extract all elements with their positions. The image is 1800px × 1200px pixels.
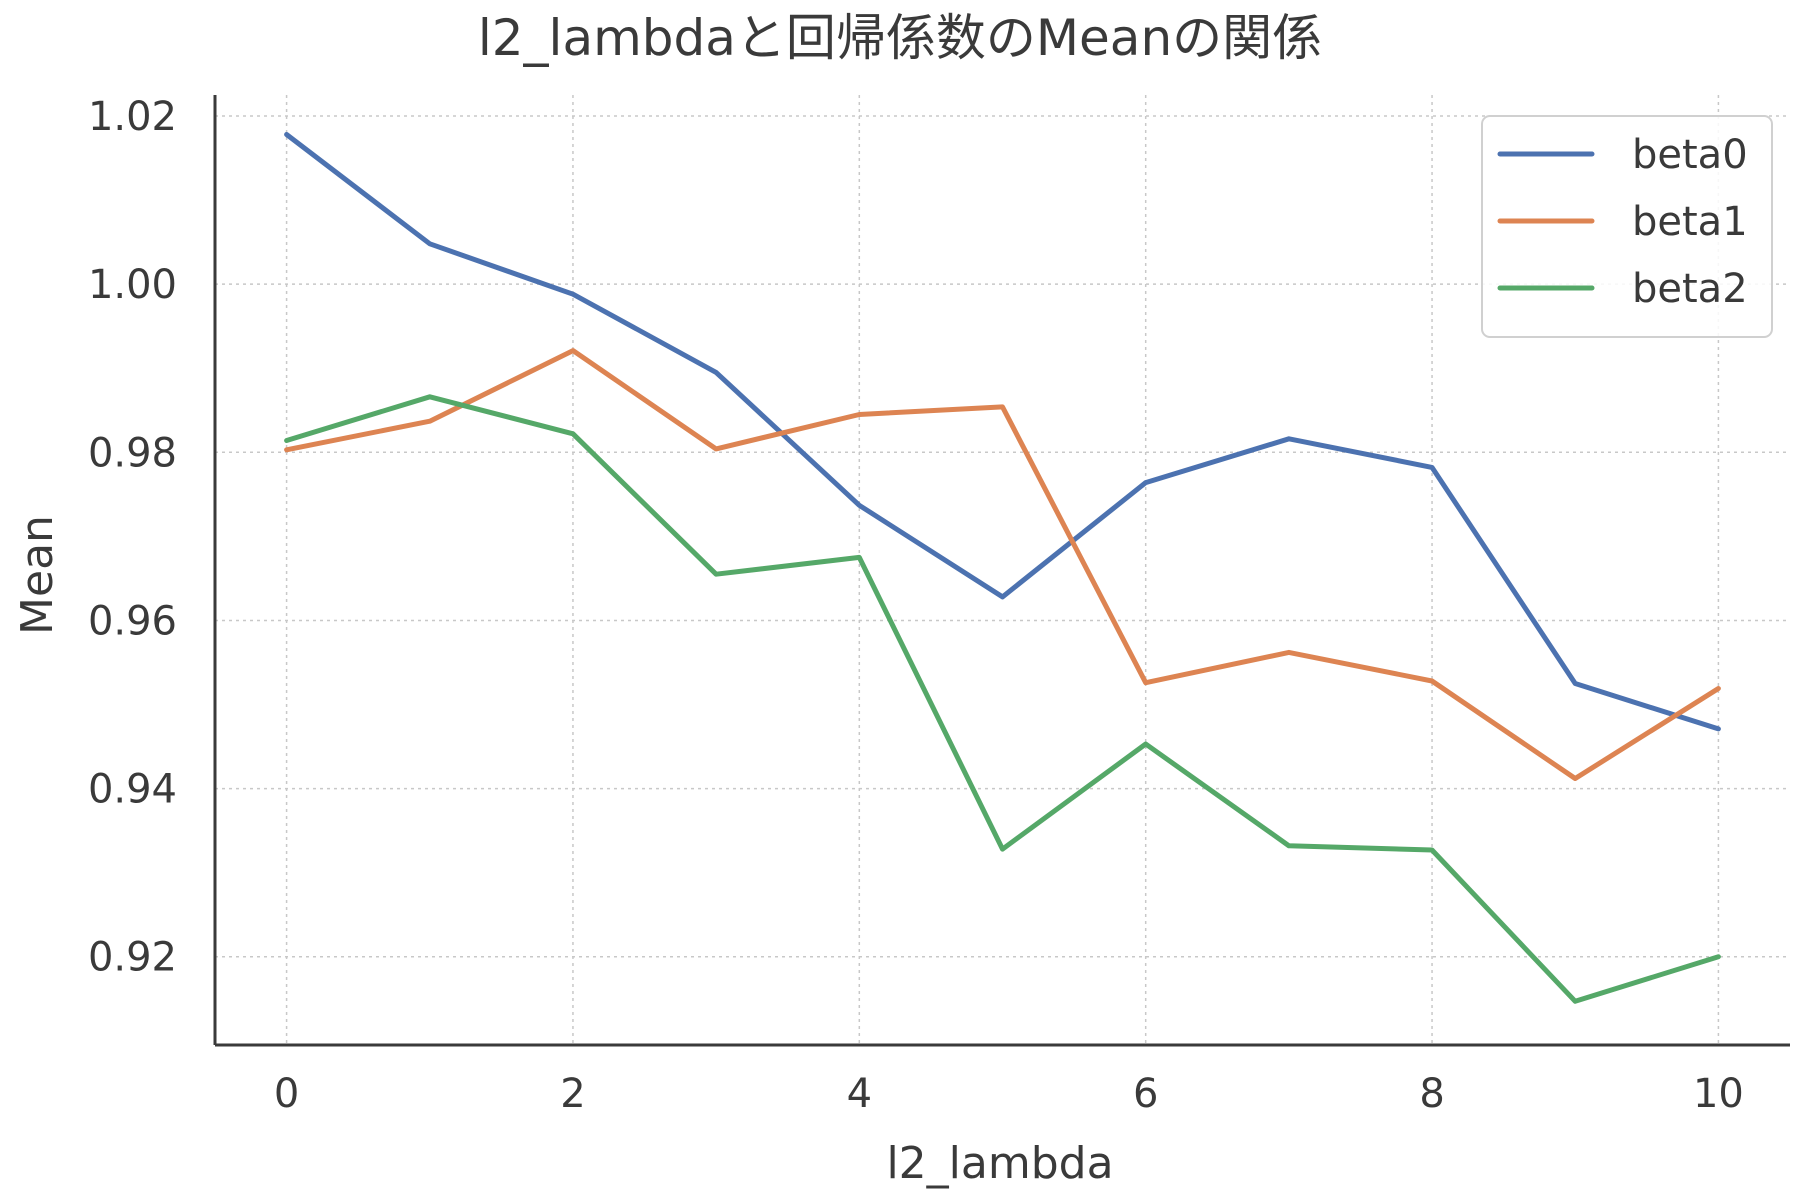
- x-axis-label: l2_lambda: [886, 1138, 1113, 1189]
- y-tick-label: 0.94: [88, 767, 177, 813]
- series-line-beta2: [284, 394, 1721, 1004]
- x-tick-label: 4: [847, 1071, 872, 1117]
- x-tick-label: 10: [1693, 1071, 1744, 1117]
- y-axis-ticks: 0.92 0.94 0.96 0.98 1.00 1.02: [88, 94, 177, 981]
- x-tick-label: 6: [1133, 1071, 1158, 1117]
- legend: beta0 beta1 beta2: [1481, 115, 1773, 338]
- legend-box: [1481, 115, 1773, 338]
- legend-label-beta2: beta2: [1632, 266, 1748, 312]
- legend-label-beta1: beta1: [1632, 199, 1748, 245]
- y-axis-label: Mean: [12, 515, 63, 635]
- x-axis-ticks: 0 2 4 6 8 10: [274, 1071, 1744, 1117]
- x-tick-label: 0: [274, 1071, 299, 1117]
- chart-title: l2_lambdaと回帰係数のMeanの関係: [478, 9, 1322, 67]
- series-line-beta1: [284, 348, 1721, 781]
- y-tick-label: 1.02: [88, 94, 177, 140]
- y-tick-label: 0.96: [88, 598, 177, 644]
- grid: [215, 95, 1790, 1045]
- x-tick-label: 8: [1419, 1071, 1444, 1117]
- series-line-beta0: [284, 132, 1721, 732]
- legend-label-beta0: beta0: [1632, 132, 1748, 178]
- x-tick-label: 2: [560, 1071, 585, 1117]
- y-tick-label: 0.92: [88, 935, 177, 981]
- series-lines: [284, 132, 1721, 1004]
- y-tick-label: 1.00: [88, 262, 177, 308]
- axes-spines: [213, 95, 1790, 1047]
- y-tick-label: 0.98: [88, 430, 177, 476]
